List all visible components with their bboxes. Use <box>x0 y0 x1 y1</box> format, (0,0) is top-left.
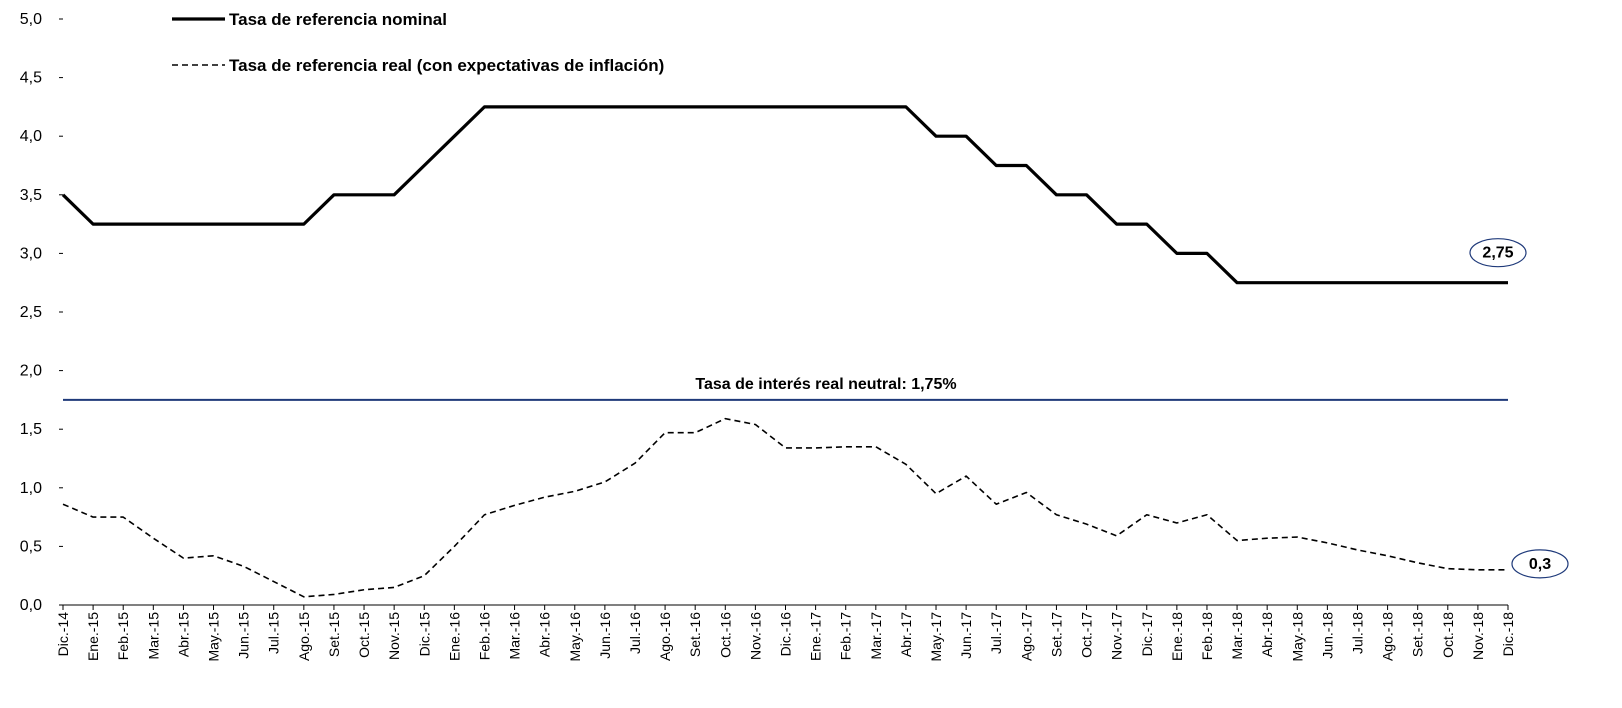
x-tick-label: Mar.-17 <box>868 612 884 660</box>
y-tick-label: 3,5 <box>20 187 42 204</box>
x-tick-label: Abr.-18 <box>1259 612 1275 657</box>
x-tick-label: Dic.-18 <box>1500 612 1516 657</box>
x-tick-label: Oct.-15 <box>356 612 372 658</box>
x-tick-label: Abr.-16 <box>537 612 553 657</box>
y-tick-label: 1,5 <box>20 421 42 438</box>
y-tick-label: 2,0 <box>20 363 42 380</box>
y-tick-label: 4,5 <box>20 70 42 87</box>
y-tick-label: 1,0 <box>20 480 42 497</box>
x-tick-label: Jul.-16 <box>627 612 643 654</box>
legend-label: Tasa de referencia real (con expectativa… <box>229 56 664 75</box>
x-tick-label: Jul.-15 <box>266 612 282 654</box>
end-label: 2,75 <box>1482 245 1513 262</box>
x-tick-label: Set.-15 <box>326 612 342 657</box>
x-tick-label: Set.-17 <box>1048 612 1064 657</box>
x-tick-label: Ago.-16 <box>657 612 673 661</box>
label-bubble <box>1511 549 1569 579</box>
x-tick-label: Feb.-17 <box>838 612 854 660</box>
reference-label: Tasa de interés real neutral: 1,75% <box>695 376 956 393</box>
x-tick-label: Ago.-17 <box>1018 612 1034 661</box>
x-tick-label: Nov.-15 <box>386 612 402 660</box>
x-tick-label: Abr.-17 <box>898 612 914 657</box>
x-tick-label: May.-15 <box>206 612 222 662</box>
series-line <box>61 105 1508 285</box>
x-tick-label: Set.-16 <box>687 612 703 657</box>
x-tick-label: Oct.-17 <box>1079 612 1095 658</box>
label-bubble <box>1469 238 1527 268</box>
x-tick-label: Feb.-16 <box>476 612 492 660</box>
x-tick-label: Feb.-15 <box>115 612 131 660</box>
x-tick-label: Dic.-16 <box>778 612 794 657</box>
x-tick-label: Nov.-17 <box>1109 612 1125 660</box>
y-tick-label: 3,0 <box>20 245 42 262</box>
x-tick-label: Mar.-15 <box>145 612 161 660</box>
x-tick-label: Mar.-16 <box>507 612 523 660</box>
y-tick-label: 0,5 <box>20 538 42 555</box>
x-tick-label: Ene.-17 <box>808 612 824 661</box>
x-tick-label: Oct.-16 <box>717 612 733 658</box>
x-tick-label: Feb.-18 <box>1199 612 1215 660</box>
y-tick-label: 4,0 <box>20 128 42 145</box>
y-tick-label: 2,5 <box>20 304 42 321</box>
x-tick-label: Ene.-18 <box>1169 612 1185 661</box>
x-tick-label: Dic.-14 <box>55 612 71 657</box>
x-tick-label: Dic.-17 <box>1139 612 1155 657</box>
x-tick-label: Jul.-18 <box>1349 612 1365 654</box>
x-tick-label: Mar.-18 <box>1229 612 1245 660</box>
x-tick-label: Jun.-18 <box>1319 612 1335 659</box>
y-tick-label: 0,0 <box>20 597 42 614</box>
x-tick-label: Jul.-17 <box>988 612 1004 654</box>
x-tick-label: Jun.-15 <box>236 612 252 659</box>
x-tick-label: Jun.-16 <box>597 612 613 659</box>
x-tick-label: May.-17 <box>928 612 944 662</box>
x-tick-label: May.-16 <box>567 612 583 662</box>
end-label: 0,3 <box>1529 556 1551 573</box>
x-tick-label: Set.-18 <box>1410 612 1426 657</box>
legend-label: Tasa de referencia nominal <box>229 10 447 29</box>
x-tick-label: Nov.-16 <box>747 612 763 660</box>
x-tick-label: May.-18 <box>1289 612 1305 662</box>
series-line <box>62 417 1508 598</box>
x-tick-label: Ago.-15 <box>296 612 312 661</box>
x-tick-label: Oct.-18 <box>1440 612 1456 658</box>
x-tick-label: Abr.-15 <box>175 612 191 657</box>
x-tick-label: Ene.-16 <box>446 612 462 661</box>
x-tick-label: Nov.-18 <box>1470 612 1486 660</box>
x-tick-label: Ago.-18 <box>1380 612 1396 661</box>
x-tick-label: Dic.-15 <box>416 612 432 657</box>
y-tick-label: 5,0 <box>20 11 42 28</box>
x-tick-label: Ene.-15 <box>85 612 101 661</box>
x-tick-label: Jun.-17 <box>958 612 974 659</box>
